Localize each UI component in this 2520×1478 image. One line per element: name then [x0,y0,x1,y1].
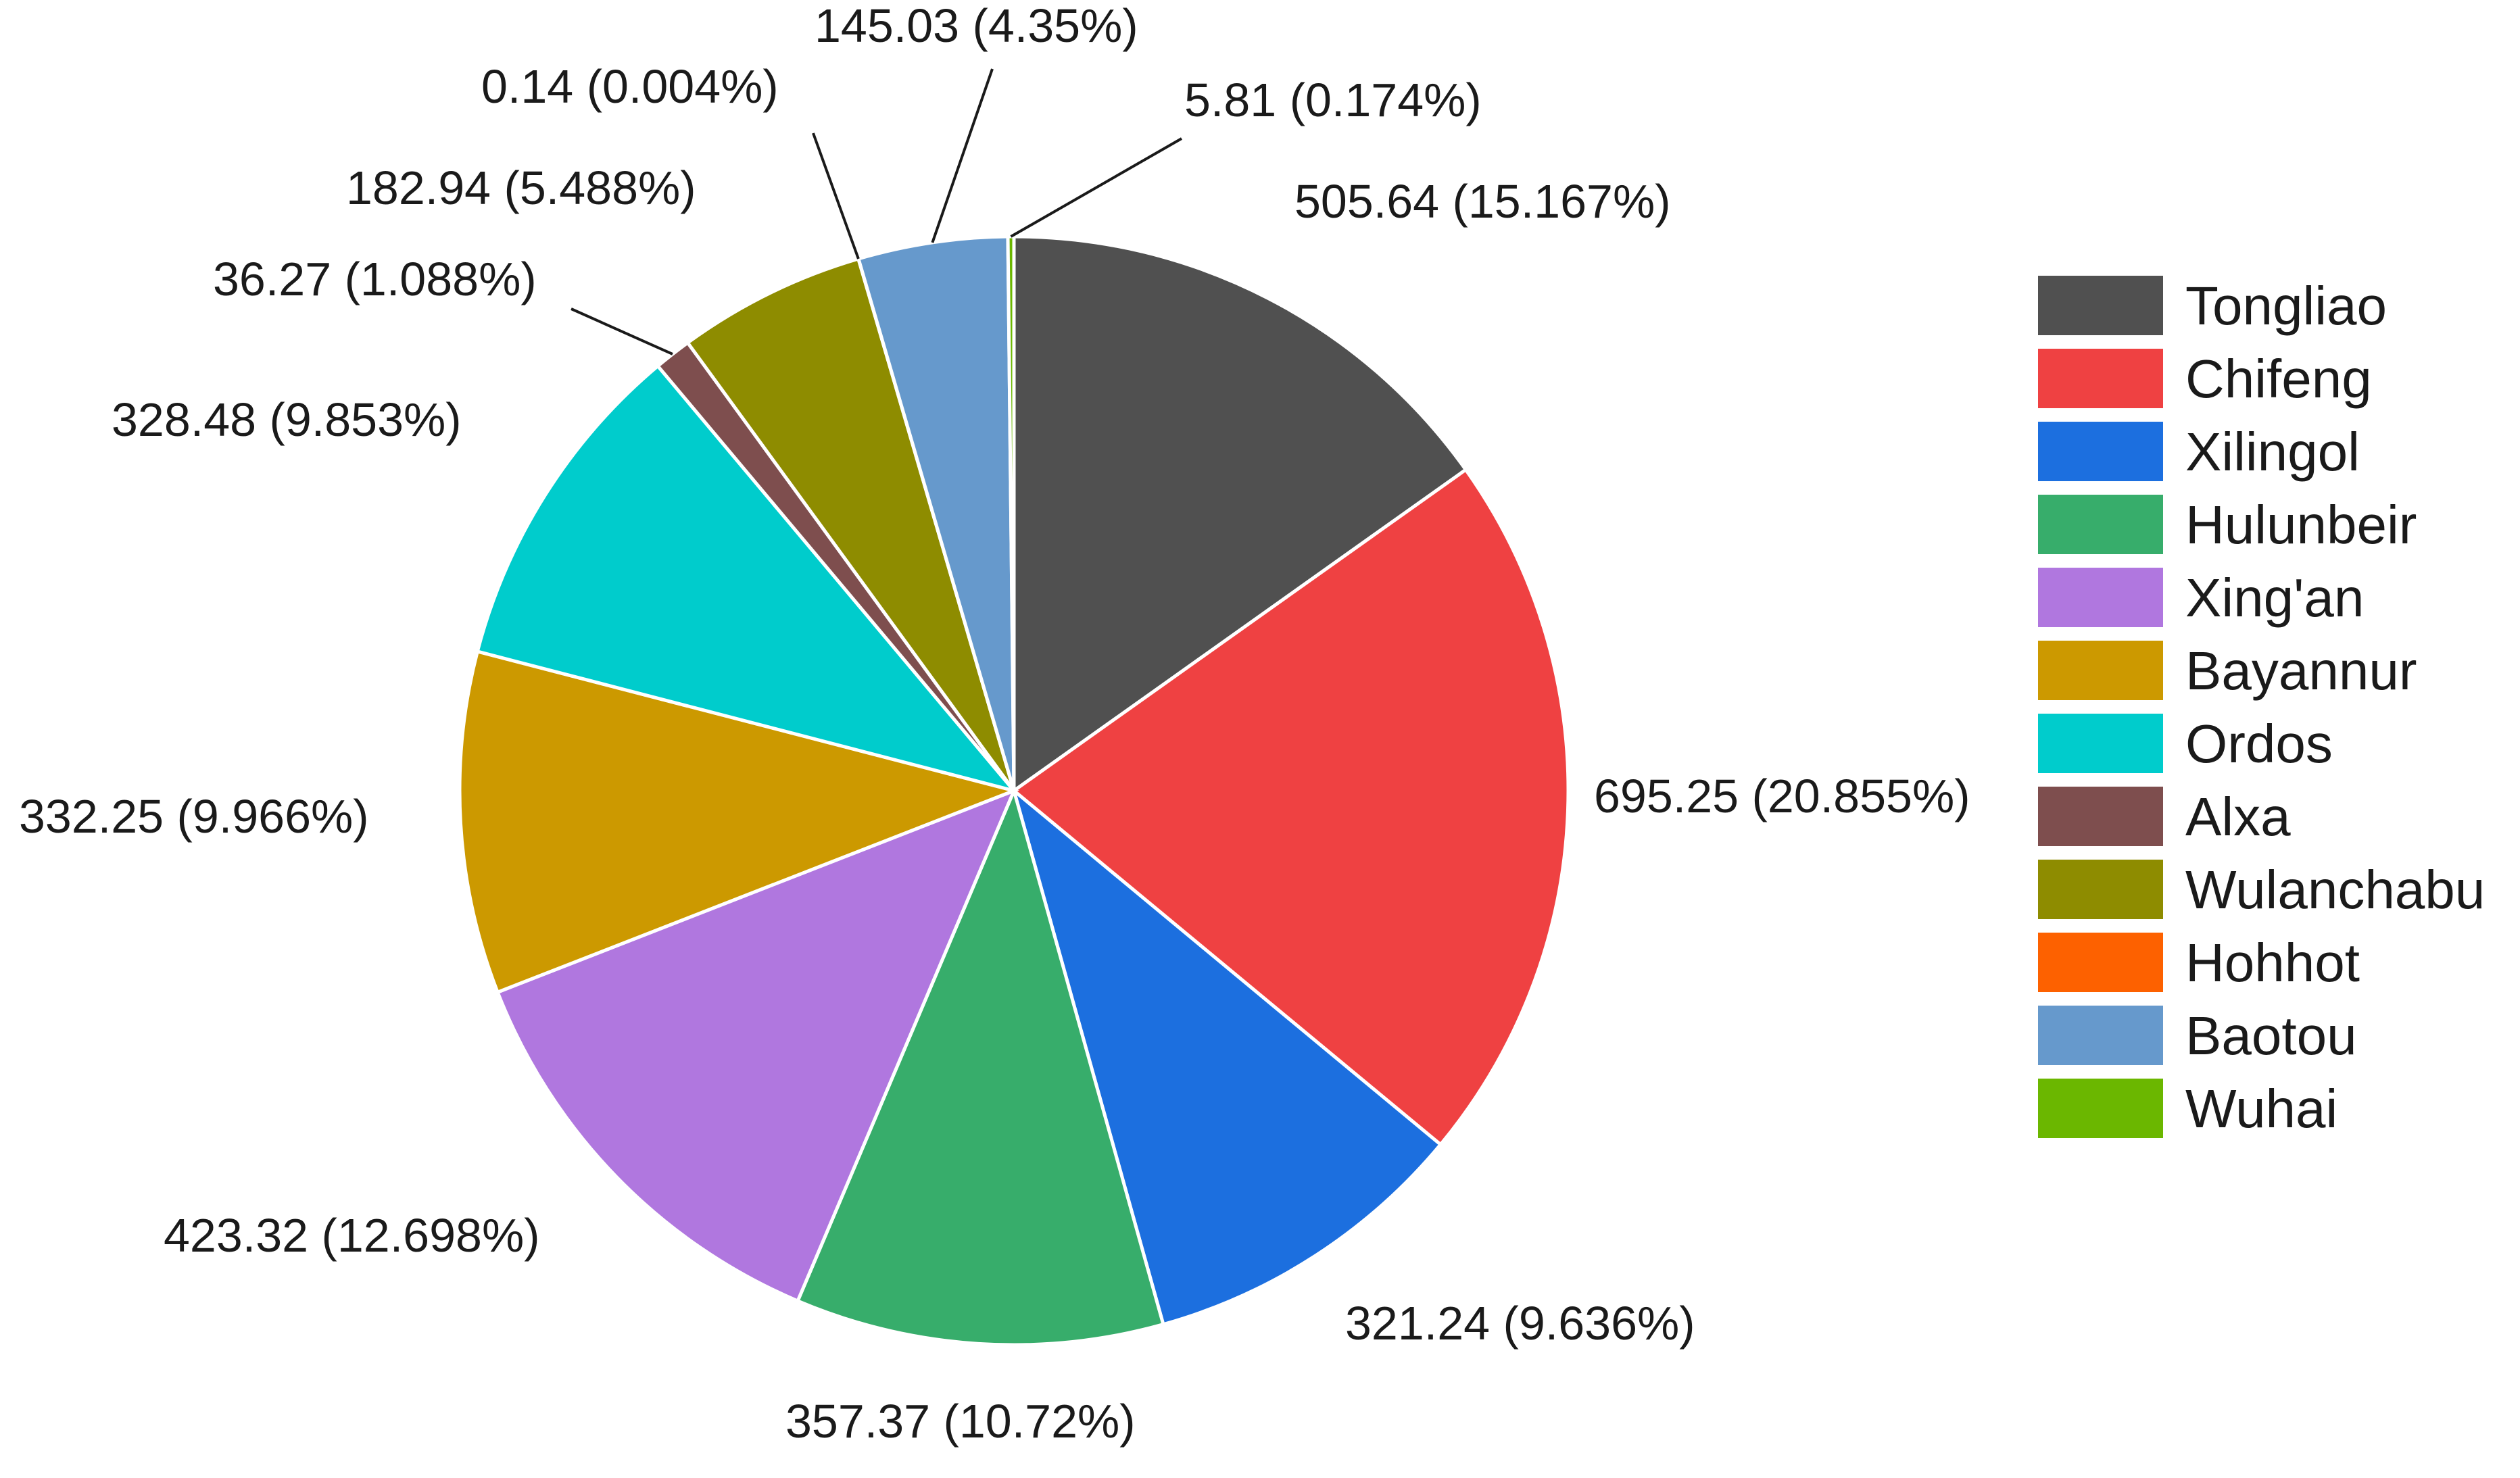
legend-swatch-bayannur [2038,641,2163,700]
data-label-tongliao: 505.64 (15.167%) [1294,175,1671,228]
legend-swatch-wulanchabu [2038,860,2163,919]
slice-xing-an [495,787,1017,1304]
legend-label-hulunbeir: Hulunbeir [2185,495,2417,555]
legend-swatch-chifeng [2038,349,2163,408]
legend-label-tongliao: Tongliao [2185,276,2387,336]
leader-line-wuhai [1010,137,1182,238]
legend-swatch-xing-an [2038,568,2163,627]
legend-label-ordos: Ordos [2185,714,2333,774]
slice-bayannur [458,649,1020,995]
data-label-baotou: 145.03 (4.35%) [815,0,1138,52]
data-label-bayannur: 332.25 (9.966%) [19,790,369,843]
leader-line-alxa [571,307,673,355]
data-label-hohhot: 0.14 (0.004%) [481,60,779,113]
legend-label-chifeng: Chifeng [2185,349,2372,409]
legend-swatch-hulunbeir [2038,495,2163,554]
legend-label-wuhai: Wuhai [2185,1079,2337,1139]
data-label-wulanchabu: 182.94 (5.488%) [346,162,696,214]
slice-hulunbeir [795,785,1166,1347]
data-label-hulunbeir: 357.37 (10.72%) [785,1395,1136,1448]
legend-swatch-ordos [2038,714,2163,773]
slice-tongliao [1012,235,1468,794]
legend-label-xing-an: Xing'an [2185,568,2364,628]
slice-ordos [475,364,1019,794]
data-label-alxa: 36.27 (1.088%) [213,253,537,305]
data-label-xilingol: 321.24 (9.636%) [1345,1297,1695,1350]
data-label-xing-an: 423.32 (12.698%) [164,1209,540,1262]
slice-chifeng [1011,467,1570,1148]
leader-lines [571,68,1182,355]
legend: Tongliao Chifeng Xilingol Hulunbeir Xing'an B… [2038,276,2485,1139]
legend-label-wulanchabu: Wulanchabu [2185,860,2485,920]
slice-wuhai [1006,235,1016,791]
pie-slices [458,235,1570,1347]
slice-wulanchabu [685,256,1016,792]
legend-label-xilingol: Xilingol [2185,422,2360,482]
legend-swatch-wuhai [2038,1079,2163,1138]
slice-xilingol [1011,785,1443,1327]
legend-swatch-baotou [2038,1006,2163,1065]
legend-label-alxa: Alxa [2185,787,2291,847]
legend-swatch-hohhot [2038,933,2163,992]
leader-line-baotou [931,68,994,243]
legend-swatch-xilingol [2038,422,2163,481]
data-label-ordos: 328.48 (9.853%) [112,393,462,446]
legend-swatch-alxa [2038,787,2163,846]
legend-label-bayannur: Bayannur [2185,641,2417,701]
data-labels: 505.64 (15.167%) 695.25 (20.855%) 321.24 (… [19,0,1970,1448]
leader-line-hohhot [812,132,860,260]
legend-label-baotou: Baotou [2185,1006,2357,1066]
legend-swatch-tongliao [2038,276,2163,335]
legend-label-hohhot: Hohhot [2185,933,2360,993]
data-label-wuhai: 5.81 (0.174%) [1184,74,1482,126]
data-label-chifeng: 695.25 (20.855%) [1594,770,1970,822]
